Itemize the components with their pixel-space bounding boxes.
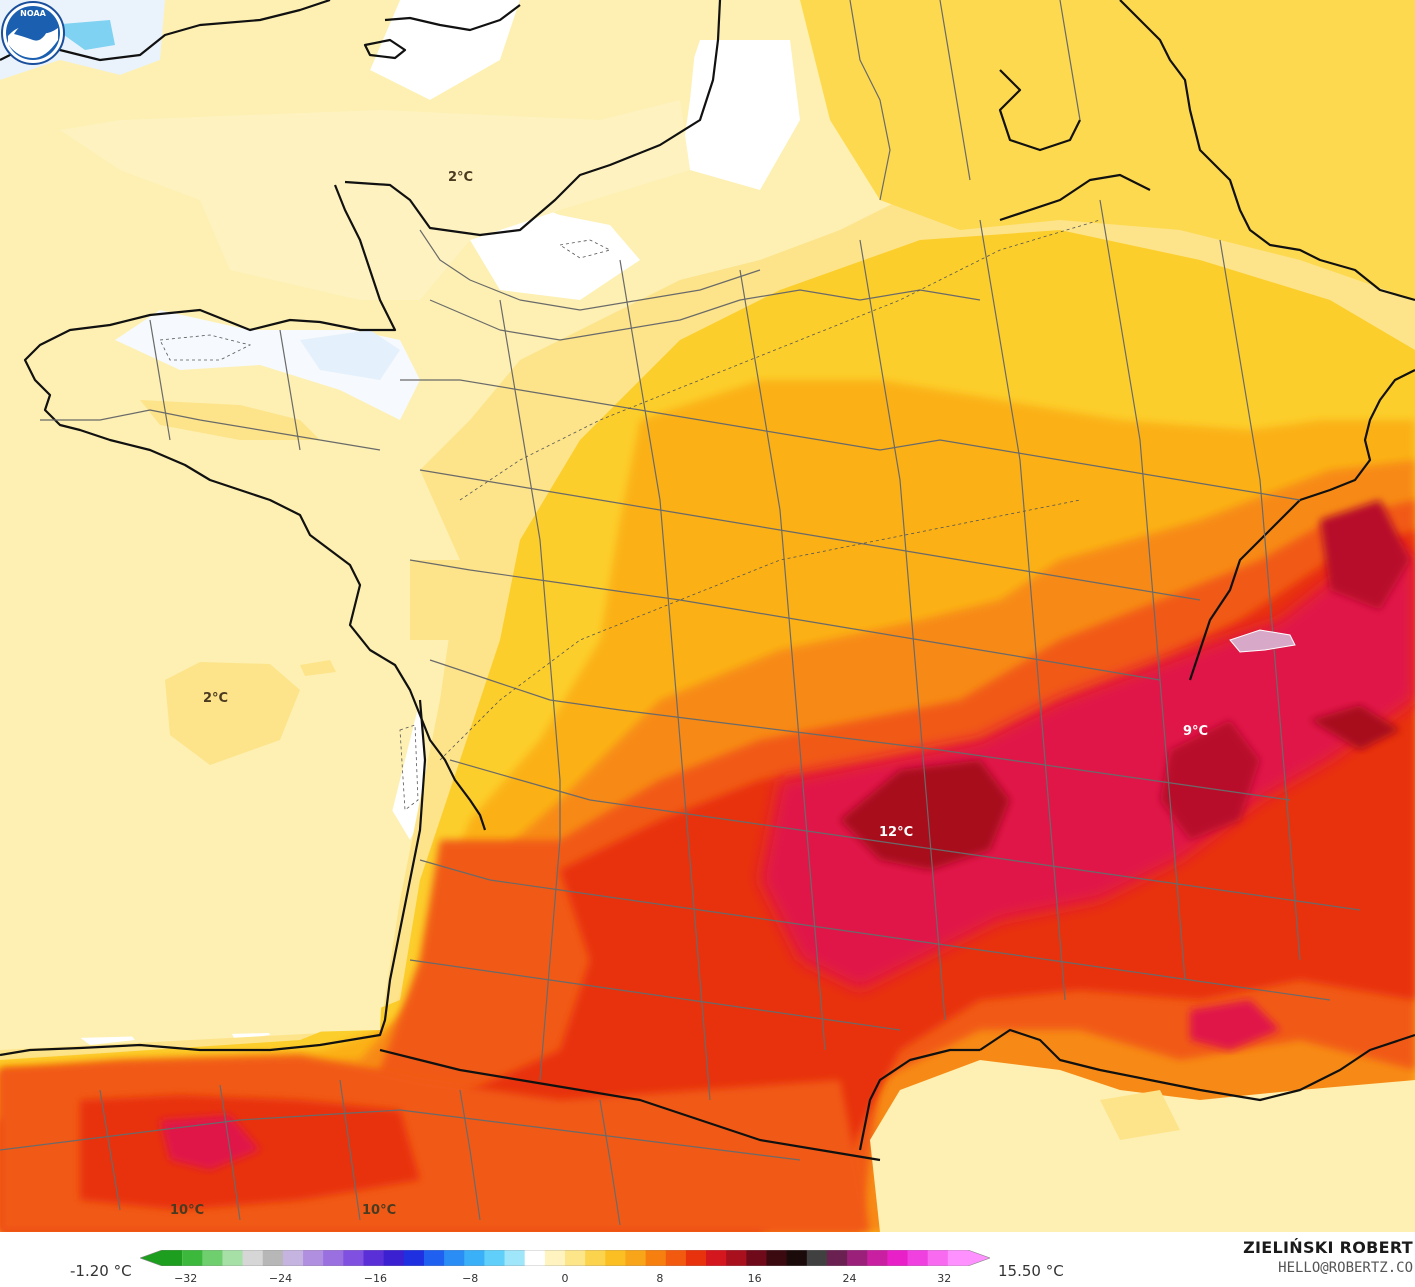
colorbar-segment [585, 1250, 606, 1266]
contour-label-10c-east: 10°C [362, 1203, 396, 1218]
colorbar-segment [484, 1250, 506, 1266]
author-email: HELLO@ROBERTZ.CO [1278, 1260, 1413, 1276]
warm-areas [0, 0, 1415, 1232]
contour-label-12c: 12°C [879, 825, 913, 840]
colorbar-tick: 16 [747, 1272, 762, 1285]
colorbar-tick: 32 [937, 1272, 952, 1285]
colorbar-segment [262, 1250, 284, 1266]
noaa-logo: NOAA [1, 1, 65, 65]
contour-label-2c-atlantic: 2°C [203, 691, 228, 706]
colorbar-segment [140, 1250, 183, 1266]
colorbar [140, 1250, 990, 1266]
colorbar-segment [826, 1250, 848, 1266]
contour-label-10c-west: 10°C [170, 1203, 204, 1218]
colorbar-segment [746, 1250, 767, 1266]
colorbar-segment [504, 1250, 526, 1266]
colorbar-tick: −32 [174, 1272, 198, 1285]
colorbar-segment [403, 1250, 425, 1266]
colorbar-ticks: −32 −24 −16 −8 0 8 16 24 32 [140, 1272, 990, 1286]
colorbar-segment [665, 1250, 687, 1266]
colorbar-segment [464, 1250, 485, 1266]
colorbar-segment [323, 1250, 344, 1266]
colorbar-segment [847, 1250, 868, 1266]
colorbar-svg [140, 1250, 990, 1266]
colorbar-segment [444, 1250, 465, 1266]
coastlines [0, 0, 1415, 1162]
colorbar-segment [565, 1250, 586, 1266]
colorbar-segment [706, 1250, 727, 1266]
colorbar-segment [423, 1250, 445, 1266]
colorbar-segment [282, 1250, 304, 1266]
colorbar-segment [363, 1250, 385, 1266]
colorbar-segment [947, 1250, 990, 1266]
colorbar-segment [907, 1250, 929, 1266]
colorbar-segment [645, 1250, 667, 1266]
colorbar-segment [343, 1250, 364, 1266]
colorbar-segment [726, 1250, 747, 1266]
contour-lines [159, 219, 1101, 811]
colorbar-segment [303, 1250, 324, 1266]
colorbar-segment [222, 1250, 244, 1266]
colorbar-segment [202, 1250, 223, 1266]
author-name: ZIELIŃSKI ROBERT [1243, 1238, 1413, 1257]
colorbar-segment [867, 1250, 888, 1266]
max-value: 15.50 °C [998, 1262, 1064, 1280]
colorbar-tick: −24 [268, 1272, 293, 1285]
min-value: -1.20 °C [70, 1262, 132, 1280]
colorbar-segment [685, 1250, 707, 1266]
colorbar-tick: −8 [462, 1272, 479, 1285]
colorbar-segment [544, 1250, 566, 1266]
noaa-logo-text: NOAA [20, 9, 46, 18]
colorbar-segment [766, 1250, 788, 1266]
contour-label-2c-north: 2°C [448, 170, 473, 185]
colorbar-tick: 0 [561, 1272, 569, 1285]
colorbar-tick: 8 [656, 1272, 664, 1285]
colorbar-tick: 24 [842, 1272, 857, 1285]
colorbar-segment [242, 1250, 264, 1266]
author-credit: ZIELIŃSKI ROBERT HELLO@ROBERTZ.CO [1243, 1238, 1413, 1276]
colorbar-segment [927, 1250, 949, 1266]
colorbar-segment [625, 1250, 647, 1266]
temperature-field: 2°C 2°C 12°C 9°C 10°C 10°C [0, 0, 1415, 1232]
contour-labels: 2°C 2°C 12°C 9°C 10°C 10°C [170, 170, 1208, 1218]
colorbar-tick: −16 [363, 1272, 387, 1285]
colorbar-segment [524, 1250, 546, 1266]
contour-label-9c: 9°C [1183, 724, 1208, 739]
legend-footer: -1.20 °C −32 −24 −16 −8 0 8 16 24 32 15.… [0, 1232, 1415, 1287]
department-borders [0, 0, 1361, 1226]
colorbar-segment [887, 1250, 909, 1266]
lake-geneva [1229, 629, 1296, 653]
colorbar-segment [786, 1250, 808, 1266]
colorbar-segment [383, 1250, 405, 1266]
colorbar-segment [806, 1250, 828, 1266]
temperature-map: 2°C 2°C 12°C 9°C 10°C 10°C NOAA [0, 0, 1415, 1232]
colorbar-segment [605, 1250, 626, 1266]
colorbar-segment [182, 1250, 203, 1266]
